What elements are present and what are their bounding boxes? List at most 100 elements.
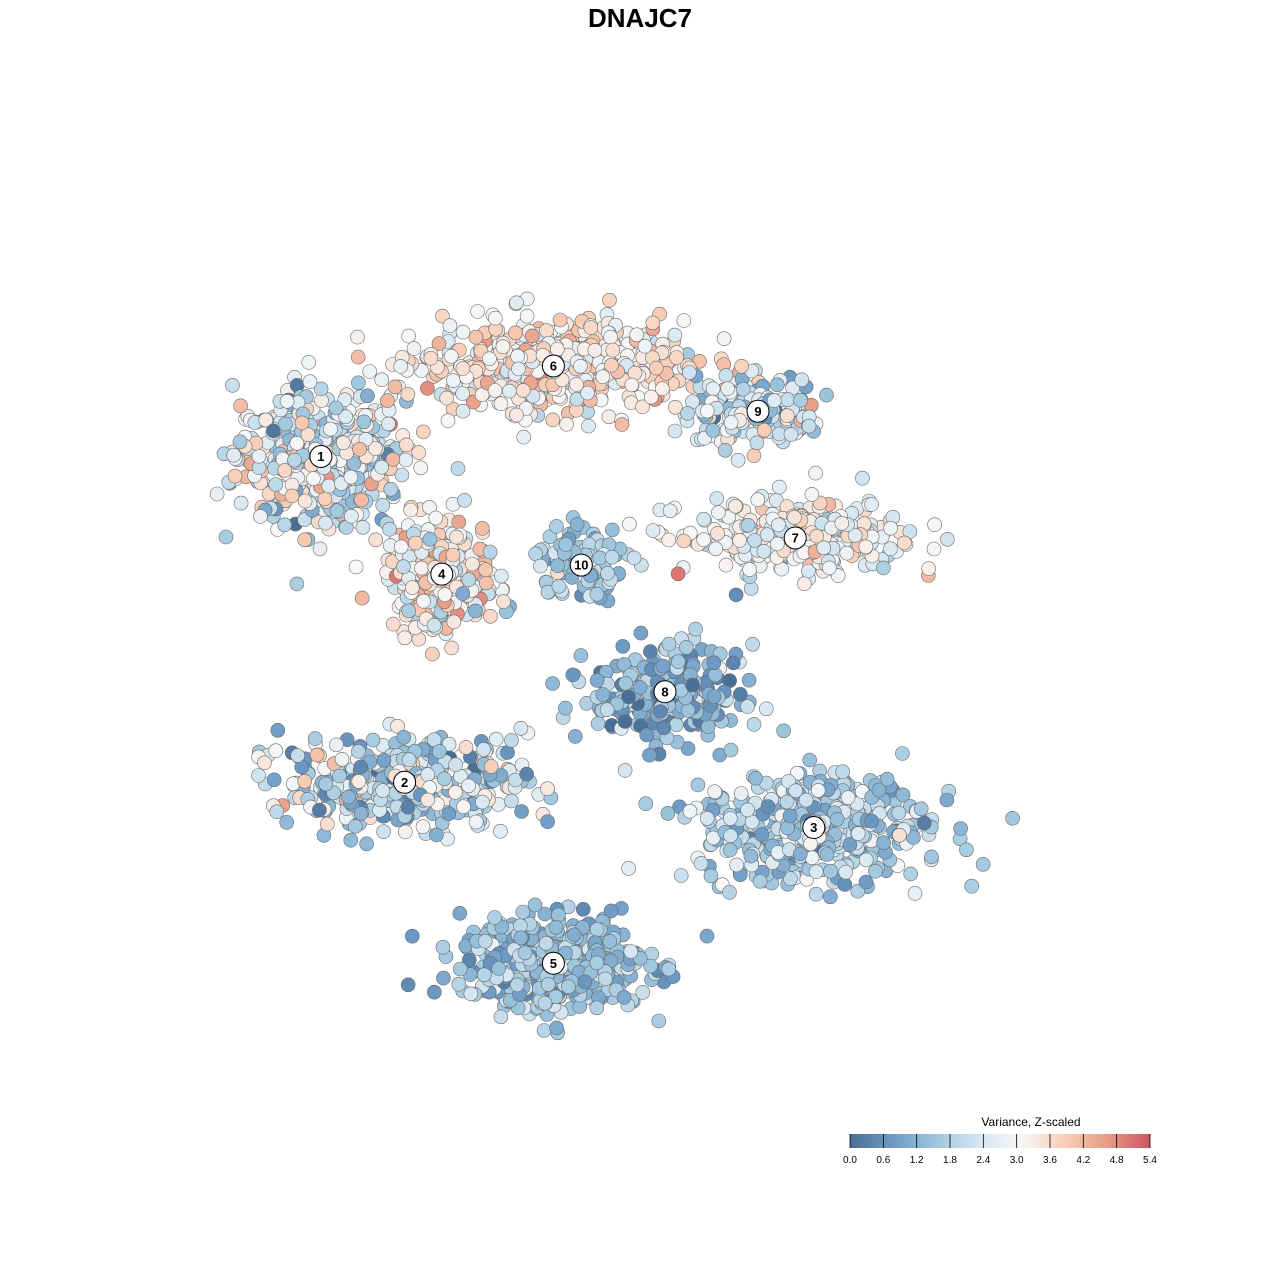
data-point [528,546,543,562]
data-point [850,826,866,841]
data-point [840,790,856,805]
data-point [233,398,248,414]
legend-tick-label: 3.6 [1043,1155,1057,1166]
data-point [533,558,548,574]
data-point [350,349,366,365]
data-point [749,435,765,451]
data-point [509,407,524,423]
data-point [615,639,631,654]
data-point [351,375,366,391]
data-point [801,418,817,434]
data-point [335,435,351,451]
data-point [723,828,738,844]
data-point [895,787,911,803]
data-point [445,547,461,563]
data-point [916,815,932,831]
data-point [711,505,726,520]
data-point [464,556,480,572]
legend-tick-label: 3.0 [1010,1155,1024,1166]
data-point [700,719,716,734]
data-point [226,447,241,463]
data-point [468,814,484,830]
data-point [456,799,471,815]
data-point [621,689,636,705]
data-point [300,427,316,443]
cluster-label-3: 3 [802,816,826,840]
data-point [393,359,409,374]
data-point [376,824,391,840]
data-point [573,648,589,663]
data-point [604,357,619,373]
data-point [561,979,576,995]
data-point [723,415,739,430]
legend-tick-label: 5.4 [1143,1155,1157,1166]
data-point [504,793,519,809]
data-point [740,802,755,818]
data-point [448,757,463,773]
data-point [602,934,618,949]
data-point [616,657,632,672]
data-point [745,636,760,652]
data-point [858,539,874,555]
data-point [511,361,526,377]
data-point [769,536,785,552]
data-point [406,341,422,356]
data-point [604,549,620,565]
data-point [400,799,416,815]
data-point [404,580,420,595]
data-point [835,764,851,780]
data-point [629,327,645,343]
data-point [539,323,554,338]
data-point [431,336,447,351]
data-point [829,811,845,827]
data-point [253,509,268,524]
legend-tick-label: 4.2 [1076,1155,1090,1166]
data-point [294,415,310,431]
data-point [478,575,494,591]
data-point [776,723,791,739]
data-point [375,497,391,513]
data-point [850,883,866,899]
data-point [670,566,686,582]
data-point [600,565,615,581]
data-point [756,422,772,438]
legend-tick-label: 4.8 [1110,1155,1124,1166]
data-point [953,821,968,836]
data-point [740,517,756,533]
data-point [895,746,910,761]
legend-tick-label: 2.4 [976,1155,990,1166]
data-point [668,717,684,733]
data-point [343,508,359,524]
data-point [348,559,364,575]
cluster-label-2: 2 [393,770,417,794]
data-point [690,777,706,793]
cluster-label-text: 8 [661,684,668,699]
data-point [595,369,611,385]
data-point [705,423,721,438]
data-point [821,560,837,576]
data-point [354,492,369,508]
data-point [643,958,658,974]
data-point [580,385,595,401]
data-point [440,413,456,429]
data-point [455,386,471,401]
data-point [725,655,741,671]
data-point [699,403,715,419]
data-point [420,792,436,808]
data-point [491,961,506,976]
data-point [455,403,471,419]
data-point [688,621,703,637]
data-point [959,842,974,858]
data-point [452,961,468,977]
data-point [793,392,808,408]
data-point [317,491,333,507]
data-point [722,811,738,826]
data-point [403,502,419,518]
data-point [452,905,468,921]
data-point [669,350,684,365]
data-point [458,740,474,755]
data-point [441,806,457,822]
data-point [385,452,401,467]
data-point [436,970,451,986]
